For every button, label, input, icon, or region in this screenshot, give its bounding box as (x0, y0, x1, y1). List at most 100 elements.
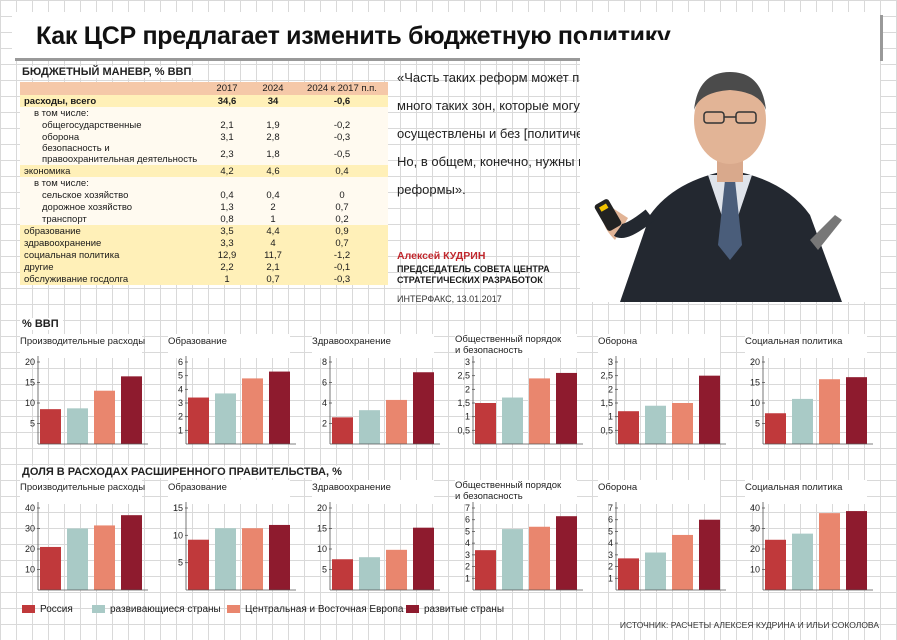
y-tick-label: 5 (178, 371, 183, 381)
chart-title-bg (745, 480, 867, 504)
header-cell: 2024 (250, 82, 296, 95)
chart-title: Социальная политика (745, 336, 843, 347)
chart-title-bg (598, 480, 720, 504)
bar (242, 378, 263, 444)
y-tick-label: 0,5 (600, 425, 613, 435)
y-tick-label: 30 (750, 524, 760, 534)
bar (67, 408, 88, 444)
cell-2017 (204, 177, 250, 189)
y-tick-label: 10 (317, 544, 327, 554)
cell-2024: 0,4 (250, 189, 296, 201)
cell-2024: 4,6 (250, 165, 296, 177)
row-label: обслуживание госдолга (20, 273, 204, 285)
y-tick-label: 1 (608, 573, 613, 583)
table-title: БЮДЖЕТНЫЙ МАНЕВР, % ВВП (20, 66, 196, 78)
table-row: в том числе: (20, 107, 388, 119)
table-header-row: 2017 2024 2024 к 2017 п.п. (20, 82, 388, 95)
y-tick-label: 2,5 (457, 371, 470, 381)
chart-title: Оборона (598, 482, 638, 493)
cell-diff: 0,7 (296, 201, 388, 213)
y-tick-label: 2 (322, 419, 327, 429)
y-tick-label: 5 (755, 419, 760, 429)
cell-2024 (250, 107, 296, 119)
cell-2017: 3,5 (204, 225, 250, 237)
row-label: образование (20, 225, 204, 237)
bar (765, 413, 786, 444)
bar (359, 410, 380, 444)
y-tick-label: 40 (25, 503, 35, 513)
y-tick-label: 5 (608, 526, 613, 536)
cell-diff: -0,2 (296, 119, 388, 131)
bar (67, 528, 88, 590)
y-tick-label: 10 (750, 565, 760, 575)
chart-title-bg (168, 334, 290, 358)
bar (645, 405, 666, 444)
chart-title-bg (20, 480, 142, 504)
y-tick-label: 1,5 (457, 398, 470, 408)
chart-title-bg (455, 480, 577, 504)
bar (475, 550, 496, 590)
cell-2024 (250, 177, 296, 189)
cell-diff (296, 107, 388, 119)
bar (618, 558, 639, 590)
legend-swatch (406, 605, 419, 614)
cell-diff: -0,6 (296, 95, 388, 107)
chart-title: Здравоохранение (312, 482, 391, 493)
legend-item: развивающиеся страны (92, 604, 221, 615)
cell-2024: 2,8 (250, 131, 296, 143)
cell-2024: 34 (250, 95, 296, 107)
y-tick-label: 10 (750, 398, 760, 408)
y-tick-label: 6 (322, 378, 327, 388)
legend-label: Центральная и Восточная Европа (245, 604, 404, 615)
y-tick-label: 8 (322, 357, 327, 367)
legend-item: Центральная и Восточная Европа (227, 604, 403, 615)
bar-chart: Здравоохранение 8 6 4 2 (312, 334, 440, 445)
bar (413, 372, 434, 444)
table-row: образование 3,5 4,4 0,9 (20, 225, 388, 237)
y-tick-label: 3 (465, 550, 470, 560)
chart-title: Производительные расходы (20, 336, 145, 347)
bar (332, 417, 353, 444)
cell-diff: 0,9 (296, 225, 388, 237)
table-row: общегосударственные 2,1 1,9 -0,2 (20, 119, 388, 131)
portrait-photo (580, 40, 880, 302)
bar (475, 403, 496, 444)
page-title: Как ЦСР предлагает изменить бюджетную по… (36, 22, 671, 50)
chart-title-bg (168, 480, 290, 504)
cell-2024: 11,7 (250, 249, 296, 261)
row-label: здравоохранение (20, 237, 204, 249)
legend-swatch (227, 605, 240, 614)
bar (332, 559, 353, 590)
table-row: в том числе: (20, 177, 388, 189)
quote-author-block: Алексей КУДРИН ПРЕДСЕДАТЕЛЬ СОВЕТА ЦЕНТР… (397, 250, 617, 304)
y-tick-label: 3 (178, 398, 183, 408)
bar (386, 399, 407, 444)
bar (386, 549, 407, 590)
chart-title: Здравоохранение (312, 336, 391, 347)
cell-2024: 4,4 (250, 225, 296, 237)
cell-diff: 0,7 (296, 237, 388, 249)
y-tick-label: 20 (750, 544, 760, 554)
y-tick-label: 3 (608, 357, 613, 367)
bar (556, 516, 577, 590)
y-tick-label: 15 (750, 378, 760, 388)
chart-title: Оборона (598, 336, 638, 347)
y-tick-label: 1 (178, 425, 183, 435)
row-label: социальная политика (20, 249, 204, 261)
y-tick-label: 5 (322, 565, 327, 575)
cell-diff: 0,4 (296, 165, 388, 177)
cell-diff (296, 177, 388, 189)
cell-2024: 1 (250, 213, 296, 225)
y-tick-label: 6 (178, 357, 183, 367)
table-body: расходы, всего 34,6 34 -0,6 в том числе: обще… (20, 95, 388, 285)
bar (121, 376, 142, 444)
y-tick-label: 15 (25, 378, 35, 388)
bar (645, 552, 666, 590)
y-tick-label: 4 (608, 538, 613, 548)
row-label: общегосударственные (20, 119, 204, 131)
row-label: безопасность и правоохранительная деятел… (20, 143, 204, 165)
legend-swatch (92, 605, 105, 614)
title-banner: Как ЦСР предлагает изменить бюджетную по… (12, 12, 880, 58)
y-tick-label: 6 (608, 515, 613, 525)
